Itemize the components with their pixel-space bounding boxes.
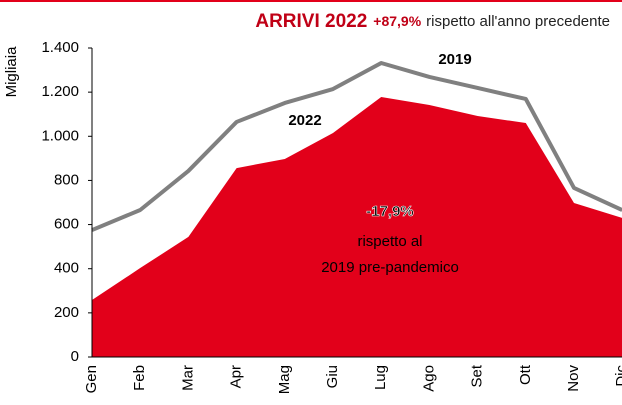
y-tick-label: 400 bbox=[54, 260, 79, 277]
y-tick-label: 800 bbox=[54, 171, 79, 188]
title-change: +87,9% bbox=[373, 13, 421, 29]
legend-2022: 2022 bbox=[288, 112, 321, 129]
area-2022 bbox=[92, 96, 622, 357]
x-tick-label: Nov bbox=[565, 365, 582, 392]
x-tick-label: Gen bbox=[83, 365, 100, 393]
x-tick-label: Dic bbox=[613, 365, 622, 387]
x-tick-label: Lug bbox=[372, 365, 389, 390]
subtitle: rispetto all'anno precedente bbox=[426, 13, 610, 30]
legend-2019: 2019 bbox=[438, 51, 471, 68]
y-tick-label: 1.400 bbox=[41, 39, 79, 56]
y-tick-label: 1.200 bbox=[41, 83, 79, 100]
y-axis-label: Migliaia bbox=[3, 46, 20, 98]
y-tick-label: 200 bbox=[54, 304, 79, 321]
x-tick-label: Set bbox=[469, 364, 486, 387]
x-tick-label: Giu bbox=[324, 365, 341, 388]
y-tick-label: 0 bbox=[71, 348, 79, 365]
y-tick-label: 600 bbox=[54, 216, 79, 233]
annotation-line2: 2019 pre-pandemico bbox=[321, 259, 459, 276]
x-tick-label: Apr bbox=[228, 365, 245, 388]
annotation-change: -17,9% bbox=[366, 203, 414, 220]
x-tick-label: Ago bbox=[420, 365, 437, 392]
chart-title: ARRIVI 2022 +87,9% rispetto all'anno prece… bbox=[255, 11, 610, 32]
line-2019 bbox=[91, 61, 622, 232]
x-tick-label: Mar bbox=[179, 365, 196, 391]
x-tick-label: Feb bbox=[131, 365, 148, 391]
x-tick-label: Ott bbox=[517, 364, 534, 385]
x-tick-label: Mag bbox=[276, 365, 293, 394]
title-main: ARRIVI 2022 bbox=[255, 11, 367, 32]
annotation-line1: rispetto al bbox=[357, 233, 422, 250]
y-tick-label: 1.000 bbox=[41, 127, 79, 144]
